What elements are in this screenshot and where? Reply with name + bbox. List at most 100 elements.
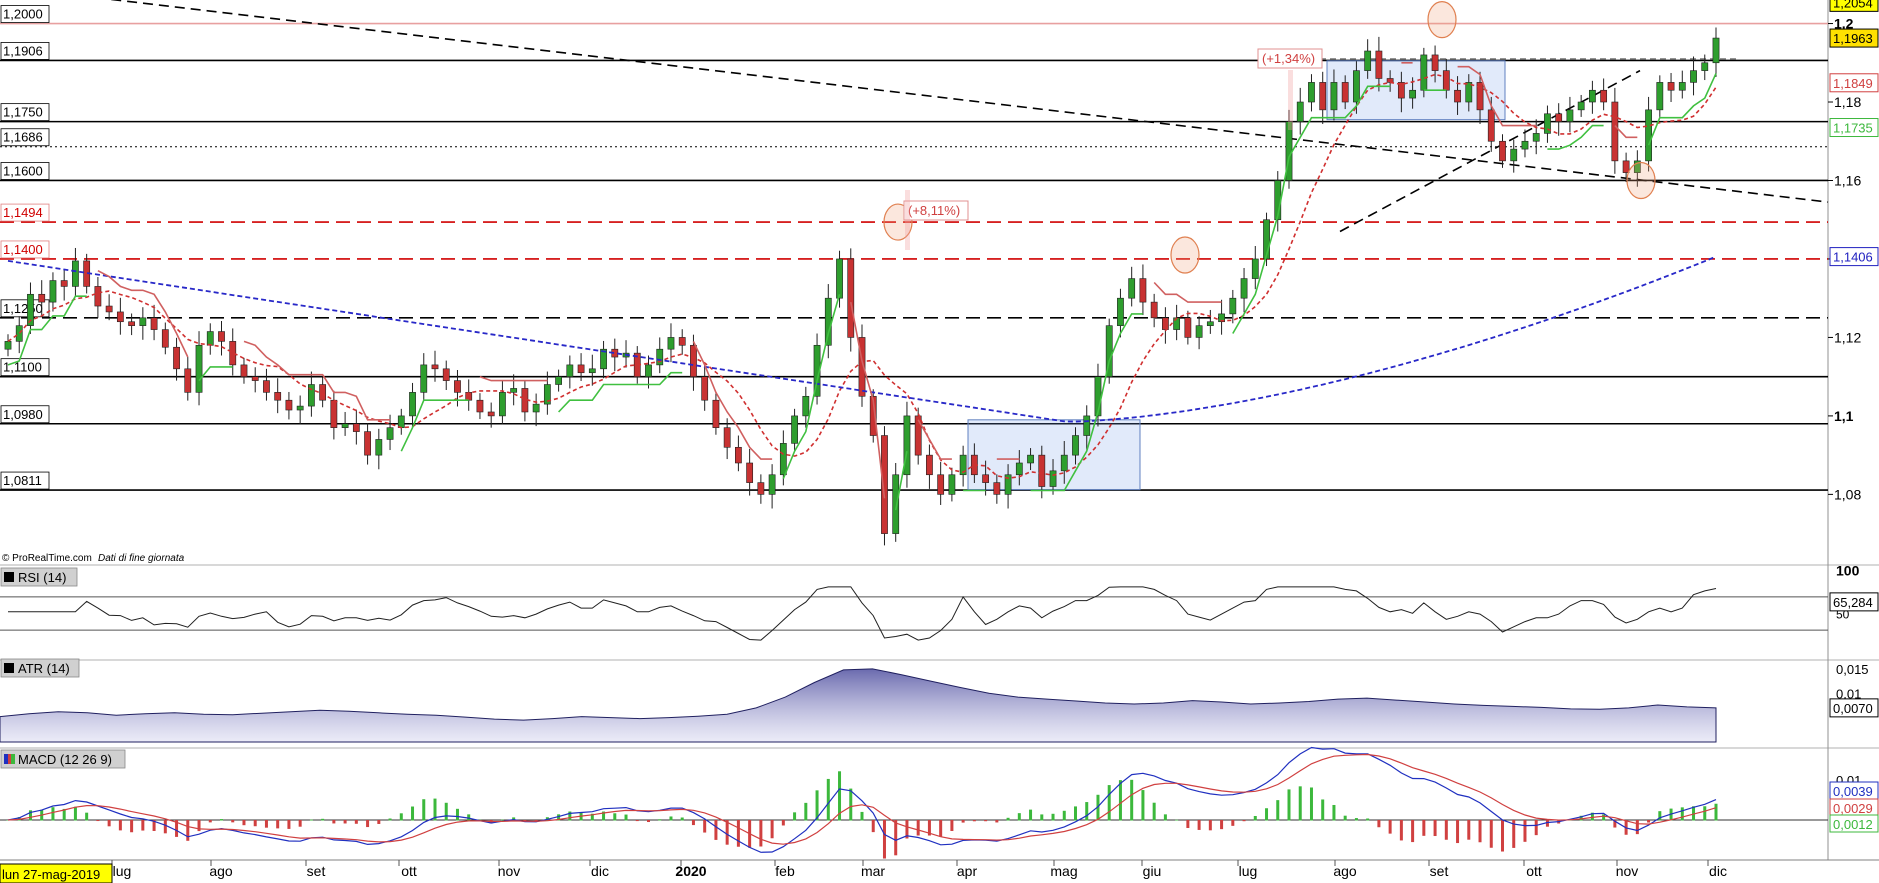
candle-body xyxy=(161,329,169,348)
price-badge xyxy=(1829,118,1879,138)
candle-body xyxy=(184,368,192,393)
candle-body xyxy=(1510,148,1518,162)
macd-signal-line xyxy=(7,753,1717,845)
macd-histogram-bar xyxy=(691,820,695,826)
level-label-box xyxy=(0,103,50,122)
annotation-bar xyxy=(1288,70,1293,130)
candle-body xyxy=(420,364,428,393)
candle-body xyxy=(588,368,596,374)
macd-histogram-bar xyxy=(1478,820,1482,843)
candle-body xyxy=(454,380,461,393)
candle-body xyxy=(1611,101,1619,162)
candle-body xyxy=(656,348,664,366)
macd-histogram-bar xyxy=(242,820,246,826)
annotation-box xyxy=(903,200,969,221)
macd-histogram-bar xyxy=(849,788,853,821)
price-badge-label: 1,1735 xyxy=(1833,121,1873,136)
candle-body xyxy=(836,258,843,299)
candle-body xyxy=(1251,258,1259,279)
rsi-tick: 100 xyxy=(1836,562,1860,578)
candle-body xyxy=(1633,160,1641,173)
macd-histogram-bar xyxy=(175,820,179,837)
macd-histogram-bar xyxy=(1197,820,1201,830)
candle-body xyxy=(993,482,1001,495)
candle-body xyxy=(341,423,349,428)
candle-body xyxy=(431,364,439,370)
level-label-box xyxy=(0,42,50,60)
x-tick-label: dic xyxy=(591,863,609,879)
candle-body xyxy=(274,392,282,401)
macd-histogram-bar xyxy=(309,819,313,821)
macd-histogram-bar xyxy=(815,790,819,821)
level-label: 1,1494 xyxy=(3,205,43,220)
macd-histogram-bar xyxy=(96,820,100,822)
candle-body xyxy=(1678,82,1686,91)
source-note: Dati di fine giornata xyxy=(98,553,185,564)
macd-histogram-bar xyxy=(669,816,673,821)
level-label-box xyxy=(0,162,50,180)
candle-body xyxy=(150,317,158,330)
macd-histogram-bar xyxy=(73,806,77,821)
macd-histogram-bar xyxy=(1220,820,1224,830)
macd-histogram-bar xyxy=(860,811,864,821)
x-tick-label: ott xyxy=(1526,863,1542,879)
candle-body xyxy=(1577,101,1585,111)
candle-body xyxy=(1229,297,1237,315)
macd-histogram-bar xyxy=(1366,818,1370,821)
candle-body xyxy=(60,280,68,287)
macd-histogram-bar xyxy=(1422,820,1426,836)
macd-histogram-bar xyxy=(759,820,763,847)
candle-body xyxy=(487,411,495,417)
macd-histogram-bar xyxy=(781,820,785,826)
candle-body xyxy=(926,454,933,476)
candle-body xyxy=(735,446,742,464)
macd-histogram-bar xyxy=(1242,820,1246,822)
price-tick-label: 1,16 xyxy=(1834,172,1861,188)
candle-body xyxy=(1049,470,1057,487)
macd-histogram-bar xyxy=(1118,780,1122,821)
candle-body xyxy=(15,325,23,342)
macd-histogram-bar xyxy=(377,820,381,824)
candle-body xyxy=(723,427,731,448)
candle-body xyxy=(1364,50,1372,71)
candle-body xyxy=(27,293,34,326)
macd-histogram-bar xyxy=(647,820,650,823)
macd-histogram-bar xyxy=(680,817,684,821)
candle-body xyxy=(1195,325,1203,338)
candle-body xyxy=(499,392,506,417)
atr-badge xyxy=(1829,698,1879,718)
candle-body xyxy=(116,311,124,323)
x-tick-label: dic xyxy=(1709,863,1727,879)
candle-body xyxy=(330,399,338,428)
macd-histogram-bar xyxy=(1489,820,1493,848)
candle-body xyxy=(352,423,360,432)
macd-histogram-bar xyxy=(512,817,516,821)
macd-last-value: 0,0039 xyxy=(1833,784,1873,799)
macd-histogram-bar xyxy=(51,807,55,821)
macd-histogram-bar xyxy=(276,820,280,829)
trendline-down xyxy=(109,0,1829,203)
price-tick-label: 1,18 xyxy=(1834,94,1861,110)
candle-body xyxy=(442,368,450,381)
macd-histogram-bar xyxy=(332,820,336,824)
macd-histogram-bar xyxy=(838,771,842,821)
price-badge-label: 1,1849 xyxy=(1833,76,1873,91)
level-label: 1,1100 xyxy=(3,360,42,375)
macd-histogram-bar xyxy=(1265,808,1269,821)
candle-body xyxy=(229,341,237,366)
candle-body xyxy=(4,341,12,350)
price-tick-label: 1,12 xyxy=(1834,329,1861,345)
candle-body xyxy=(240,364,248,377)
candle-body xyxy=(1375,50,1383,79)
macd-histogram-bar xyxy=(1523,820,1527,842)
candle-body xyxy=(914,415,922,456)
macd-histogram-bar xyxy=(1332,804,1336,821)
candle-body xyxy=(701,376,709,401)
macd-histogram-bar xyxy=(1613,820,1617,828)
macd-histogram-bar xyxy=(500,819,504,821)
rsi-line xyxy=(8,586,1717,641)
candle-body xyxy=(1431,54,1439,71)
candle-body xyxy=(285,399,293,411)
x-tick-label: mar xyxy=(861,863,885,879)
macd-histogram-bar xyxy=(433,798,437,821)
